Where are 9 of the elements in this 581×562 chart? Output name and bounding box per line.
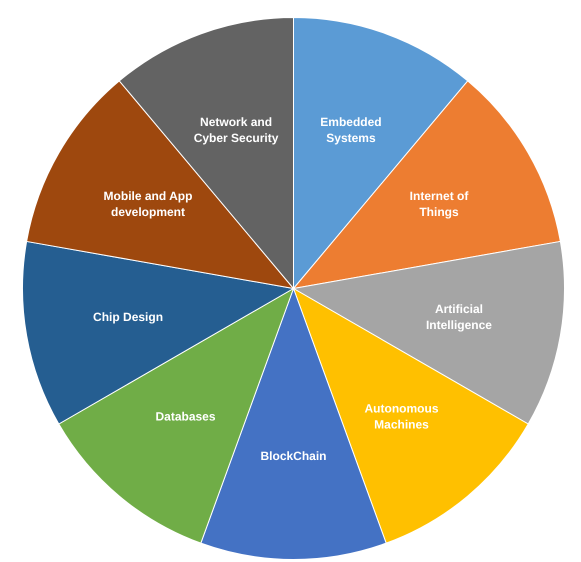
slice-label: Network and Cyber Security bbox=[194, 114, 279, 145]
slice-label: Artificial Intelligence bbox=[426, 302, 492, 332]
slice-label: Internet of Things bbox=[410, 188, 470, 219]
slice-label: Mobile and App development bbox=[104, 188, 192, 219]
slice-label: BlockChain bbox=[260, 448, 327, 463]
slice-label: Databases bbox=[155, 410, 216, 424]
slice-label: Autonomous Machines bbox=[364, 402, 439, 432]
slice-label: Embedded Systems bbox=[320, 114, 382, 145]
slice-label: Chip Design bbox=[93, 310, 164, 324]
